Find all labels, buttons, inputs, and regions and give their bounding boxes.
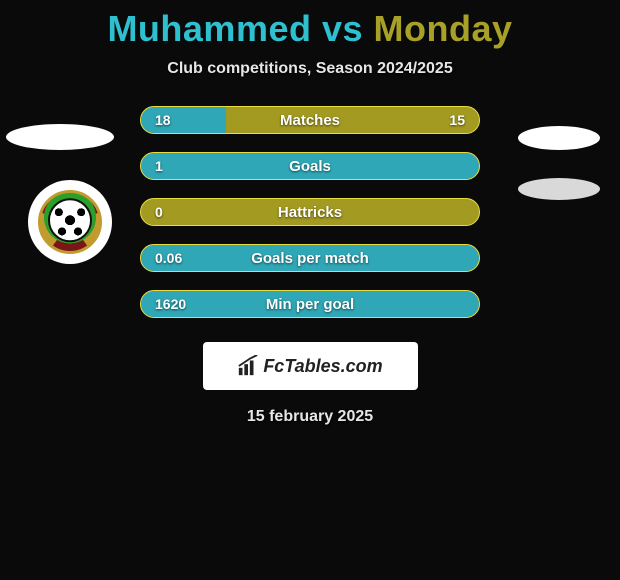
stat-left-value: 1620 — [155, 296, 186, 312]
stat-row-min-per-goal: 1620 Min per goal — [140, 290, 480, 318]
player2-club-logo-placeholder — [518, 126, 600, 150]
comparison-date: 15 february 2025 — [0, 408, 620, 426]
stat-row-matches: 18 Matches 15 — [140, 106, 480, 134]
player2-club-logo-placeholder-2 — [518, 178, 600, 200]
stat-left-value: 1 — [155, 158, 163, 174]
stat-label: Matches — [280, 112, 340, 129]
watermark: FcTables.com — [203, 342, 418, 390]
stat-fill — [141, 107, 226, 133]
stat-left-value: 0 — [155, 204, 163, 220]
stat-right-value: 15 — [449, 112, 465, 128]
stat-label: Goals per match — [251, 250, 369, 267]
player1-name: Muhammed — [107, 8, 311, 49]
stat-left-value: 0.06 — [155, 250, 182, 266]
stat-label: Min per goal — [266, 296, 354, 313]
stat-label: Goals — [289, 158, 331, 175]
player1-club-logo-placeholder — [6, 124, 114, 150]
stat-left-value: 18 — [155, 112, 171, 128]
stat-row-hattricks: 0 Hattricks — [140, 198, 480, 226]
comparison-title: Muhammed vs Monday — [0, 0, 620, 50]
subtitle: Club competitions, Season 2024/2025 — [0, 60, 620, 78]
player2-name: Monday — [374, 8, 513, 49]
vs-label: vs — [322, 8, 363, 49]
watermark-text: FcTables.com — [263, 356, 382, 377]
stat-row-goals-per-match: 0.06 Goals per match — [140, 244, 480, 272]
soccer-ball-icon — [48, 198, 92, 242]
stat-row-goals: 1 Goals — [140, 152, 480, 180]
stats-container: 18 Matches 15 1 Goals 0 Hattricks 0.06 G… — [140, 106, 480, 318]
player1-club-badge — [28, 180, 112, 264]
club-badge-ring — [38, 190, 102, 254]
bar-chart-icon — [237, 355, 259, 377]
stat-label: Hattricks — [278, 204, 342, 221]
